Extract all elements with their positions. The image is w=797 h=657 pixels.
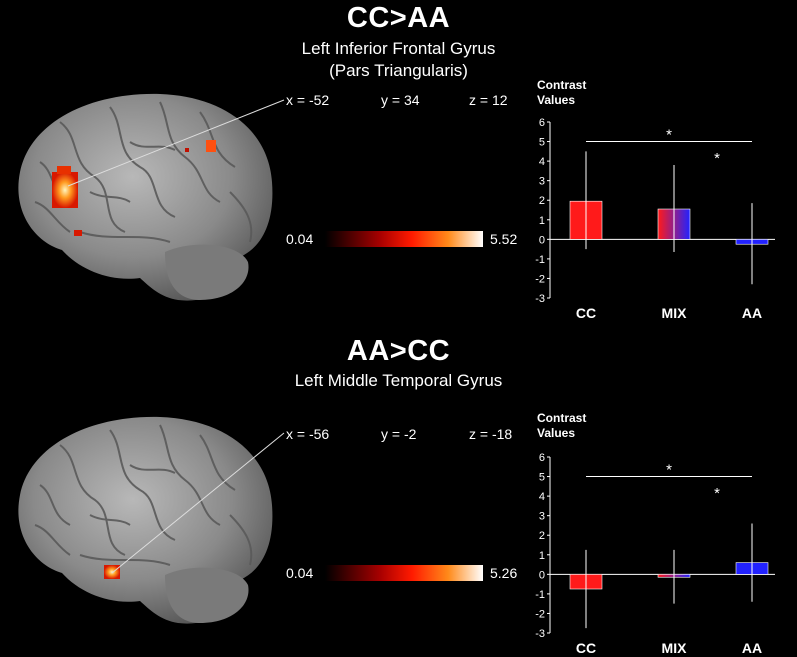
activation-cluster-main [104, 565, 120, 579]
colorbar [325, 565, 483, 581]
bar-chart-cc-aa: -3 -2 -1 0 1 2 3 4 5 6 CC MIX AA * * [535, 117, 775, 321]
x-tick-label: CC [576, 640, 596, 656]
y-tick-label: -1 [535, 589, 545, 601]
chart-ylabel: Contrast Values [537, 78, 587, 107]
panel-aa-cc: AA>CC Left Middle Temporal Gyrus [0, 333, 797, 657]
colorbar-max-label: 5.52 [490, 231, 518, 247]
panel-title: CC>AA [346, 2, 451, 34]
panel-subtitle-line-2: (Pars Triangularis) [329, 61, 468, 80]
panel-title: AA>CC [346, 335, 451, 367]
y-tick-label: 6 [539, 117, 545, 129]
bar-chart-aa-cc: -3 -2 -1 0 1 2 3 4 5 6 CC MIX AA * * [535, 452, 775, 656]
colorbar-min-label: 0.04 [286, 231, 314, 247]
brain-render [18, 93, 273, 301]
y-tick-label: 6 [539, 452, 545, 464]
y-tick-label: 5 [539, 137, 545, 149]
panel-cc-aa: CC>AA Left Inferior Frontal Gyrus (Pars … [18, 2, 775, 321]
x-tick-label: AA [742, 640, 762, 656]
y-tick-label: 0 [539, 569, 545, 581]
y-tick-label: 2 [539, 530, 545, 542]
gyri-texture [34, 101, 253, 243]
pointer-line [67, 99, 285, 187]
activation-cluster-main [52, 140, 216, 236]
y-tick-label: 3 [539, 176, 545, 188]
x-tick-label: CC [576, 305, 596, 321]
x-tick-label: MIX [662, 640, 688, 656]
y-tick-label: -3 [535, 293, 545, 305]
cerebellum-shape [165, 567, 249, 623]
colorbar-min-label: 0.04 [286, 565, 314, 581]
coord-y: y = -2 [381, 426, 417, 442]
y-tick-label: -2 [535, 608, 545, 620]
gyri-texture [34, 424, 253, 566]
y-tick-label: 5 [539, 472, 545, 484]
coord-x: x = -56 [286, 426, 330, 442]
y-tick-label: 4 [539, 491, 545, 503]
coord-y: y = 34 [381, 92, 420, 108]
x-tick-label: AA [742, 305, 762, 321]
y-tick-label: 3 [539, 511, 545, 523]
cerebellum-shape [165, 244, 249, 300]
significance-star: * [666, 462, 672, 479]
y-tick-label: -3 [535, 628, 545, 640]
significance-star: * [714, 485, 720, 502]
pointer-line [111, 432, 285, 574]
chart-ylabel: Contrast Values [537, 411, 587, 440]
y-tick-label: 1 [539, 215, 545, 227]
y-tick-label: -1 [535, 254, 545, 266]
significance-star: * [666, 127, 672, 144]
y-tick-label: 1 [539, 550, 545, 562]
colorbar-max-label: 5.26 [490, 565, 518, 581]
significance-star: * [714, 150, 720, 167]
y-tick-label: 4 [539, 156, 545, 168]
coord-x: x = -52 [286, 92, 330, 108]
coord-z: z = 12 [469, 92, 508, 108]
y-tick-label: 0 [539, 234, 545, 246]
brain-render [18, 416, 273, 624]
coord-z: z = -18 [469, 426, 513, 442]
y-tick-label: -2 [535, 273, 545, 285]
panel-subtitle-line-1: Left Middle Temporal Gyrus [294, 371, 503, 390]
colorbar [325, 231, 483, 247]
panel-subtitle-line-1: Left Inferior Frontal Gyrus [301, 39, 496, 58]
x-tick-label: MIX [662, 305, 688, 321]
y-tick-label: 2 [539, 195, 545, 207]
